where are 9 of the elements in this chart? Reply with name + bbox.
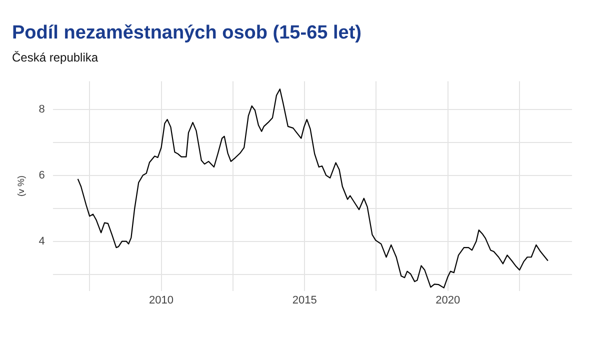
x-tick-label: 2020 bbox=[436, 294, 460, 306]
chart-subtitle: Česká republika bbox=[12, 50, 98, 64]
y-tick-label: 6 bbox=[38, 169, 45, 182]
y-tick-label: 4 bbox=[38, 235, 45, 248]
chart-title: Podíl nezaměstnaných osob (15-65 let) bbox=[12, 22, 362, 44]
x-tick-label: 2010 bbox=[149, 294, 174, 306]
x-tick-label: 2015 bbox=[292, 294, 317, 306]
y-axis-title: (v %) bbox=[16, 176, 26, 196]
y-tick-label: 8 bbox=[38, 103, 45, 116]
